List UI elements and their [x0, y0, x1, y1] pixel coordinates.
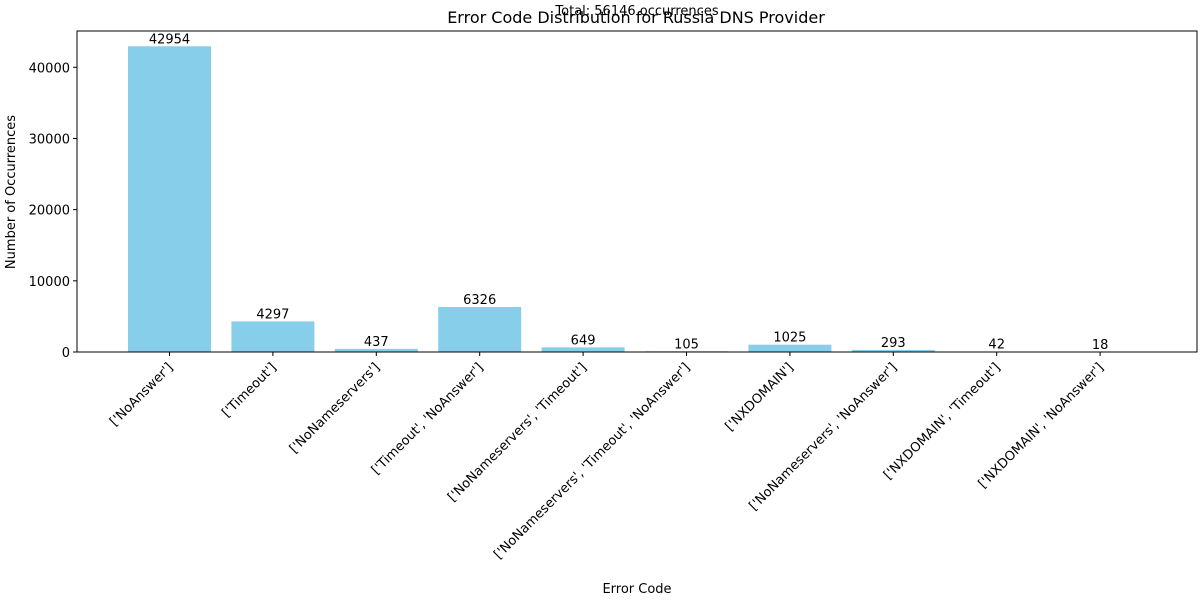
- data-label: 4297: [256, 307, 289, 322]
- data-label: 293: [881, 336, 906, 351]
- data-label: 6326: [463, 293, 496, 308]
- bar: [438, 306, 522, 352]
- chart-subtitle: Total: 56146 occurrences: [554, 4, 718, 19]
- x-tick-label: ['NoNameservers']: [287, 360, 383, 456]
- bar: [128, 46, 211, 352]
- data-label: 1025: [773, 331, 806, 346]
- data-label: 437: [364, 335, 389, 350]
- data-label: 18: [1092, 338, 1109, 353]
- y-tick-label: 10000: [29, 275, 70, 290]
- bar: [334, 348, 418, 352]
- x-tick-label: ['Timeout']: [219, 360, 279, 420]
- plot-frame: [76, 30, 1198, 353]
- x-tick-label: ['Timeout', 'NoAnswer']: [369, 360, 487, 478]
- bar: [541, 347, 625, 352]
- x-tick-label: ['NXDOMAIN', 'Timeout']: [881, 360, 1004, 483]
- bar: [231, 321, 315, 352]
- data-label: 649: [571, 333, 596, 348]
- bar: [851, 349, 935, 352]
- x-tick-label: ['NoNameservers', 'Timeout', 'NoAnswer']: [491, 360, 693, 562]
- x-axis-label: Error Code: [602, 582, 671, 597]
- x-tick-label: ['NXDOMAIN']: [723, 360, 797, 434]
- chart-title: Error Code Distribution for Russia DNS P…: [447, 8, 825, 27]
- y-tick-label: 40000: [29, 61, 70, 76]
- y-tick-label: 0: [62, 346, 70, 361]
- data-label: 42954: [149, 32, 190, 47]
- data-label: 105: [674, 337, 699, 352]
- y-tick-label: 20000: [29, 204, 70, 219]
- bar: [748, 344, 832, 352]
- plot-area: 0 10000 20000 30000 40000 42954 ['NoAnswer'] 42…: [29, 32, 1142, 562]
- x-tick-label: ['NXDOMAIN', 'NoAnswer']: [976, 360, 1107, 491]
- data-label: 42: [988, 338, 1005, 353]
- x-tick-label: ['NoAnswer']: [107, 360, 176, 429]
- y-tick-label: 30000: [29, 132, 70, 147]
- y-axis-label: Number of Occurrences: [4, 115, 19, 269]
